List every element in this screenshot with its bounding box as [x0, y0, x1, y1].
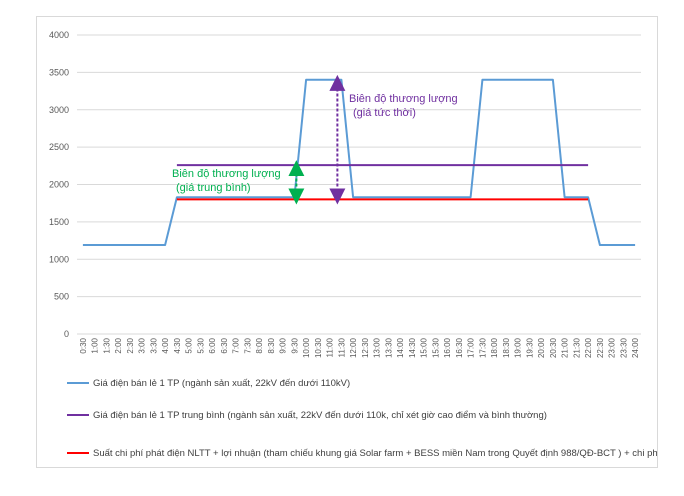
x-tick-label: 13:00: [373, 337, 382, 358]
x-tick-label: 17:00: [467, 337, 476, 358]
x-tick-label: 15:30: [431, 337, 440, 358]
x-tick-label: 9:00: [279, 337, 288, 353]
x-tick-label: 18:30: [502, 337, 511, 358]
x-tick-label: 2:30: [126, 337, 135, 353]
x-tick-label: 16:30: [455, 337, 464, 358]
x-tick-label: 8:30: [267, 337, 276, 353]
y-tick-label: 4000: [49, 30, 69, 40]
x-tick-label: 2:00: [114, 337, 123, 353]
x-tick-label: 10:00: [302, 337, 311, 358]
x-tick-label: 10:30: [314, 337, 323, 358]
x-tick-label: 3:00: [138, 337, 147, 353]
x-tick-label: 22:30: [596, 337, 605, 358]
x-tick-label: 24:00: [631, 337, 640, 358]
x-tick-label: 3:30: [149, 337, 158, 353]
x-tick-label: 20:30: [549, 337, 558, 358]
annotation-label-1: Biên độ thương lượng: [172, 168, 281, 180]
x-tick-label: 19:00: [514, 337, 523, 358]
x-tick-label: 8:00: [255, 337, 264, 353]
annotation-label-2: (giá tức thời): [353, 107, 416, 119]
y-tick-label: 3000: [49, 105, 69, 115]
y-tick-label: 2000: [49, 180, 69, 190]
x-tick-label: 12:00: [349, 337, 358, 358]
x-tick-label: 13:30: [384, 337, 393, 358]
annotation-label-1: (giá trung bình): [176, 182, 251, 194]
x-tick-label: 5:00: [185, 337, 194, 353]
x-tick-label: 6:30: [220, 337, 229, 353]
x-tick-label: 1:00: [91, 337, 100, 353]
x-tick-label: 21:00: [561, 337, 570, 358]
y-tick-label: 0: [64, 329, 69, 339]
series-line-1: [82, 78, 636, 246]
x-tick-label: 4:30: [173, 337, 182, 353]
x-tick-label: 23:30: [619, 337, 628, 358]
x-tick-label: 11:00: [326, 337, 335, 357]
legend-label-1: Giá điện bán lẻ 1 TP (ngành sản xuất, 22…: [93, 378, 350, 389]
x-tick-label: 12:30: [361, 337, 370, 358]
legend-label-3: Suất chi phí phát điện NLTT + lợi nhuận …: [93, 448, 657, 459]
x-tick-label: 4:00: [161, 337, 170, 353]
x-tick-label: 18:00: [490, 337, 499, 358]
y-tick-label: 2500: [49, 142, 69, 152]
x-tick-label: 22:00: [584, 337, 593, 358]
x-tick-label: 7:30: [243, 337, 252, 353]
annotation-label-2: Biên độ thương lượng: [349, 93, 458, 105]
x-tick-label: 11:30: [337, 337, 346, 357]
y-tick-label: 500: [54, 292, 69, 302]
legend-label-2: Giá điện bán lẻ 1 TP trung bình (ngành s…: [93, 410, 547, 421]
x-tick-label: 9:30: [290, 337, 299, 353]
chart-svg: 0 500 1000 1500 2000 2500 3000 3500 4000 0:30 1:00…: [49, 30, 657, 459]
x-tick-label: 5:30: [196, 337, 205, 353]
x-tick-label: 14:30: [408, 337, 417, 358]
x-tick-label: 23:00: [608, 337, 617, 358]
x-tick-label: 6:00: [208, 337, 217, 353]
x-tick-label: 20:00: [537, 337, 546, 358]
x-tick-label: 0:30: [79, 337, 88, 353]
chart-frame: 0 500 1000 1500 2000 2500 3000 3500 4000 0:30 1:00…: [36, 16, 658, 468]
x-tick-label: 1:30: [102, 337, 111, 353]
y-tick-label: 3500: [49, 67, 69, 77]
x-tick-label: 21:30: [572, 337, 581, 358]
x-tick-label: 7:00: [232, 337, 241, 353]
y-tick-label: 1500: [49, 217, 69, 227]
x-tick-label: 14:00: [396, 337, 405, 358]
x-tick-label: 15:00: [420, 337, 429, 358]
x-tick-label: 19:30: [525, 337, 534, 358]
x-tick-label: 17:30: [478, 337, 487, 358]
x-tick-label: 16:00: [443, 337, 452, 358]
y-tick-label: 1000: [49, 254, 69, 264]
